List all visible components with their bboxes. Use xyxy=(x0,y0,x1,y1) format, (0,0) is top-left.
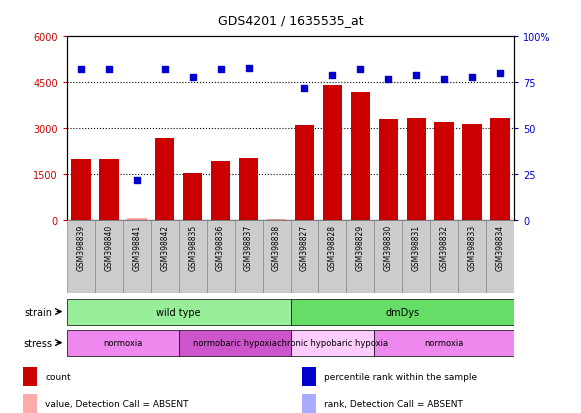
Text: wild type: wild type xyxy=(156,307,201,317)
Text: percentile rank within the sample: percentile rank within the sample xyxy=(324,372,477,381)
Point xyxy=(216,67,225,74)
Bar xyxy=(435,123,454,221)
Bar xyxy=(490,119,510,221)
Text: chronic hypobaric hypoxia: chronic hypobaric hypoxia xyxy=(277,338,388,347)
Bar xyxy=(23,367,37,386)
Point xyxy=(440,76,449,83)
Bar xyxy=(318,221,346,293)
Bar xyxy=(71,160,91,221)
Text: GSM398837: GSM398837 xyxy=(244,225,253,271)
Point xyxy=(300,85,309,92)
Bar xyxy=(290,221,318,293)
Text: strain: strain xyxy=(25,307,53,317)
Text: GSM398840: GSM398840 xyxy=(104,225,113,271)
Bar xyxy=(95,221,123,293)
Bar xyxy=(462,124,482,221)
Text: GSM398836: GSM398836 xyxy=(216,225,225,271)
Text: normoxia: normoxia xyxy=(103,338,142,347)
Text: stress: stress xyxy=(24,338,53,348)
Text: dmDys: dmDys xyxy=(385,307,419,317)
Bar xyxy=(458,221,486,293)
Bar xyxy=(350,92,370,221)
Bar xyxy=(155,138,174,221)
Text: GSM398834: GSM398834 xyxy=(496,225,505,271)
Bar xyxy=(179,330,290,356)
Bar xyxy=(267,219,286,221)
Bar xyxy=(290,299,514,325)
Text: normoxia: normoxia xyxy=(425,338,464,347)
Bar xyxy=(239,158,259,221)
Bar xyxy=(67,221,95,293)
Point xyxy=(76,67,85,74)
Bar xyxy=(127,218,146,221)
Bar xyxy=(302,367,315,386)
Point xyxy=(383,76,393,83)
Bar xyxy=(295,126,314,221)
Bar xyxy=(263,221,290,293)
Bar xyxy=(431,221,458,293)
Bar xyxy=(23,394,37,413)
Text: GSM398833: GSM398833 xyxy=(468,225,477,271)
Text: GSM398831: GSM398831 xyxy=(412,225,421,271)
Bar xyxy=(99,160,119,221)
Text: GSM398832: GSM398832 xyxy=(440,225,449,271)
Bar xyxy=(486,221,514,293)
Text: normobaric hypoxia: normobaric hypoxia xyxy=(193,338,277,347)
Text: count: count xyxy=(45,372,71,381)
Text: GSM398835: GSM398835 xyxy=(188,225,197,271)
Text: GSM398839: GSM398839 xyxy=(76,225,85,271)
Point xyxy=(244,65,253,72)
Text: GSM398838: GSM398838 xyxy=(272,225,281,271)
Text: GSM398830: GSM398830 xyxy=(384,225,393,271)
Bar xyxy=(374,330,514,356)
Bar xyxy=(183,173,202,221)
Bar xyxy=(403,221,431,293)
Bar xyxy=(207,221,235,293)
Bar xyxy=(322,86,342,221)
Text: value, Detection Call = ABSENT: value, Detection Call = ABSENT xyxy=(45,399,189,408)
Point xyxy=(412,72,421,79)
Bar xyxy=(123,221,150,293)
Bar xyxy=(67,330,179,356)
Bar xyxy=(150,221,179,293)
Bar xyxy=(235,221,263,293)
Text: GSM398829: GSM398829 xyxy=(356,225,365,271)
Point xyxy=(160,67,169,74)
Bar xyxy=(302,394,315,413)
Text: GSM398827: GSM398827 xyxy=(300,225,309,271)
Point xyxy=(104,67,113,74)
Bar xyxy=(346,221,374,293)
Text: GSM398828: GSM398828 xyxy=(328,225,337,271)
Point xyxy=(468,74,477,81)
Bar xyxy=(407,119,426,221)
Bar xyxy=(290,330,374,356)
Text: GSM398841: GSM398841 xyxy=(132,225,141,271)
Point xyxy=(132,177,141,184)
Point xyxy=(356,67,365,74)
Point xyxy=(496,71,505,77)
Bar xyxy=(379,120,398,221)
Text: rank, Detection Call = ABSENT: rank, Detection Call = ABSENT xyxy=(324,399,463,408)
Text: GSM398842: GSM398842 xyxy=(160,225,169,271)
Bar xyxy=(67,299,290,325)
Point xyxy=(328,72,337,79)
Bar xyxy=(179,221,207,293)
Bar xyxy=(374,221,403,293)
Point xyxy=(188,74,198,81)
Text: GDS4201 / 1635535_at: GDS4201 / 1635535_at xyxy=(218,14,363,27)
Bar xyxy=(211,161,231,221)
